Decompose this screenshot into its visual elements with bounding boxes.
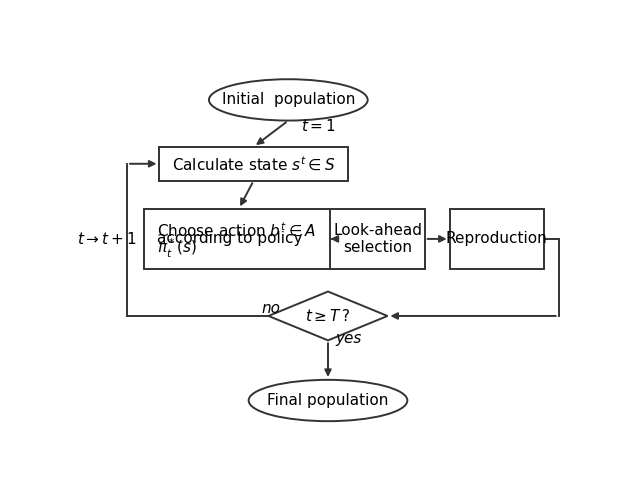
Text: Initial  population: Initial population [221, 92, 355, 107]
Polygon shape [269, 291, 388, 341]
Text: $t = 1$: $t = 1$ [301, 118, 335, 134]
FancyBboxPatch shape [159, 147, 348, 181]
FancyBboxPatch shape [145, 209, 333, 269]
Text: no: no [262, 301, 281, 316]
Text: yes: yes [335, 331, 362, 346]
Text: Reproduction: Reproduction [446, 231, 547, 246]
Text: Look-ahead
selection: Look-ahead selection [333, 223, 422, 255]
Ellipse shape [248, 380, 408, 421]
FancyBboxPatch shape [330, 209, 425, 269]
FancyBboxPatch shape [449, 209, 544, 269]
Ellipse shape [209, 79, 367, 121]
Text: $t \rightarrow t+1$: $t \rightarrow t+1$ [77, 231, 137, 247]
Text: Calculate state $s^t \in S$: Calculate state $s^t \in S$ [172, 155, 335, 173]
Text: Final population: Final population [268, 393, 388, 408]
Text: $t \geq T\,?$: $t \geq T\,?$ [305, 308, 351, 324]
Text: Choose action $b^t \in A$: Choose action $b^t \in A$ [157, 221, 316, 239]
Text: according to policy: according to policy [157, 231, 302, 246]
Text: $\pi_t^*(s)$: $\pi_t^*(s)$ [157, 237, 197, 260]
